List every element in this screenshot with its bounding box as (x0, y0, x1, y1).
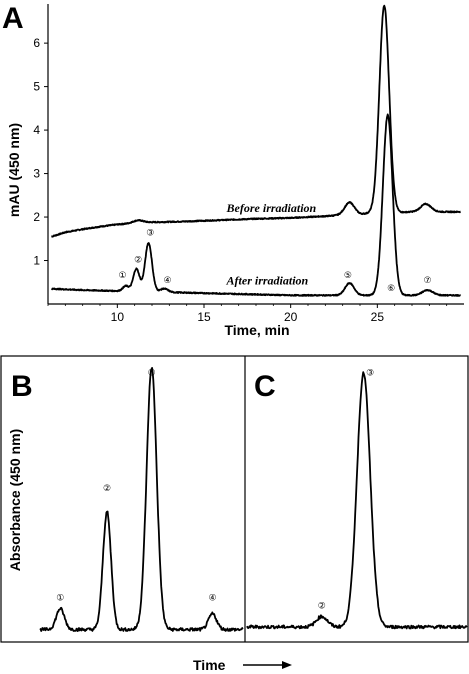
trace-panel-b (39, 367, 244, 632)
panel-letter-a: A (2, 2, 24, 35)
time-arrow-icon (243, 661, 292, 669)
panel-bc-frame (0, 355, 469, 643)
y-tick-label-a: 2 (33, 210, 40, 224)
peak-label-c: ② (318, 602, 326, 612)
y-axis-title-a: mAU (450 nm) (6, 123, 22, 217)
annotations-b: ① ② ③ ④ (56, 369, 216, 604)
peak-label-b: ② (103, 484, 111, 494)
y-tick-label-a: 6 (33, 36, 40, 50)
trace-label-a: After irradiation (226, 273, 309, 287)
trace-panel-c (246, 371, 468, 630)
traces-a (50, 4, 462, 297)
x-tick-label-a: 15 (197, 310, 211, 324)
y-tick-label-a: 3 (33, 167, 40, 181)
traces-b (39, 367, 244, 632)
x-tick-label-a: 10 (111, 310, 125, 324)
peak-label-b: ③ (148, 369, 156, 379)
panel-letter-c: C (254, 370, 276, 403)
annotations-a: Before irradiation After irradiation ①② ③ ④ ⑤… (118, 201, 431, 294)
x-tick-label-a: 25 (371, 310, 385, 324)
peak-label-a: ⑥ (387, 284, 395, 294)
x-tick-label-a: 20 (284, 310, 298, 324)
annotations-c: ②③ (318, 369, 374, 612)
peak-label-a: ⑤ (344, 271, 352, 281)
y-tick-label-a: 5 (33, 80, 40, 94)
y-tick-label-a: 1 (33, 254, 40, 268)
y-axis-title-b: Absorbance (450 nm) (7, 429, 23, 571)
peak-label-b: ① (56, 594, 64, 604)
peak-label-b: ④ (209, 594, 217, 604)
peak-label-c: ③ (366, 369, 374, 379)
peak-label-a: ④ (164, 276, 172, 286)
traces-c (246, 371, 468, 630)
x-axis-title-a: Time, min (224, 322, 289, 338)
peak-label-a: ② (134, 256, 142, 266)
y-tick-label-a: 4 (33, 123, 40, 137)
trace-after-irradiation (50, 113, 462, 297)
peak-label-a: ① (118, 271, 126, 281)
trace-label-a: Before irradiation (226, 201, 317, 215)
peak-label-a: ③ (146, 229, 154, 239)
time-axis-label: Time (193, 657, 226, 673)
axes-a: 1 2 3 4 5 6 10 15 20 25 (33, 4, 464, 324)
peak-label-a: ⑦ (424, 276, 432, 286)
panel-letter-b: B (11, 370, 33, 403)
